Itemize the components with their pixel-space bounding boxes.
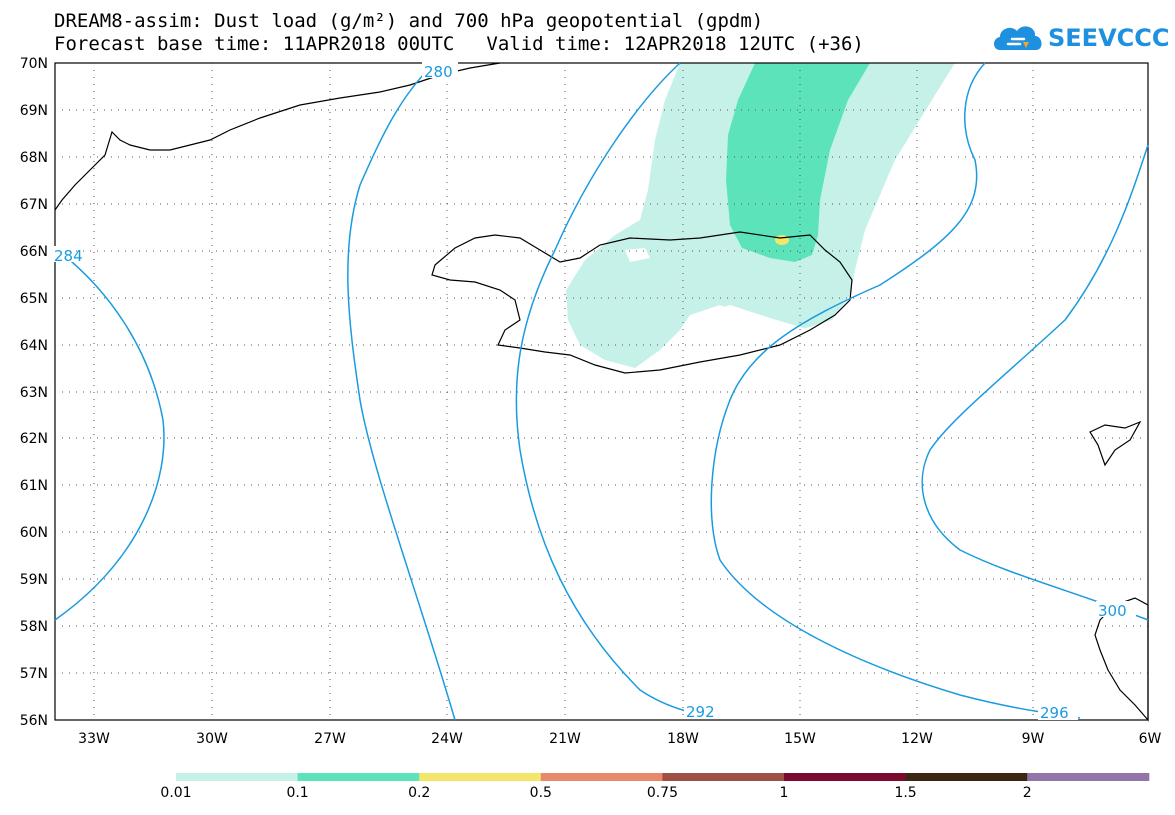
lon-label: 18W — [667, 731, 699, 747]
colorbar-label: 1.5 — [894, 785, 916, 801]
contour-288 — [347, 62, 456, 721]
lat-label: 70N — [20, 56, 48, 72]
base-time: Forecast base time: 11APR2018 00UTC — [54, 33, 455, 55]
geopotential-contours — [54, 62, 1149, 721]
contour-label-bg — [1038, 704, 1078, 720]
dust-gap — [680, 305, 810, 362]
contour-296 — [710, 62, 1081, 719]
colorbar-label: 0.2 — [408, 785, 430, 801]
colorbar-swatch — [1027, 773, 1150, 781]
map-title: DREAM8-assim: Dust load (g/m²) and 700 h… — [54, 10, 764, 32]
iceland-coast — [431, 231, 853, 374]
lon-label: 12W — [901, 731, 933, 747]
contour-labels: 280 284 292 296 300 — [54, 62, 1136, 722]
contour-292 — [515, 62, 721, 719]
lat-label: 65N — [20, 291, 48, 307]
colorbar-swatch — [419, 773, 542, 781]
contour-label-bg — [684, 703, 724, 719]
lat-label: 69N — [20, 103, 48, 119]
cloud-icon — [994, 26, 1042, 50]
contour-label-284: 284 — [54, 247, 83, 265]
longitude-labels: 33W 30W 27W 24W 21W 18W 15W 12W 9W 6W — [78, 731, 1161, 747]
lat-label: 59N — [20, 572, 48, 588]
contour-284 — [54, 247, 165, 621]
colorbar-label: 0.75 — [647, 785, 678, 801]
valid-time: Valid time: 12APR2018 12UTC (+36) — [486, 33, 864, 55]
lon-label: 6W — [1139, 731, 1162, 747]
lat-label: 63N — [20, 385, 48, 401]
lon-label: 27W — [314, 731, 346, 747]
dust-load-shading — [566, 63, 955, 368]
contour-label-292: 292 — [686, 703, 715, 721]
contour-label-296: 296 — [1040, 704, 1069, 722]
lat-label: 60N — [20, 525, 48, 541]
lon-label: 30W — [196, 731, 228, 747]
lat-label: 58N — [20, 619, 48, 635]
lat-label: 68N — [20, 150, 48, 166]
contour-label-300: 300 — [1098, 602, 1127, 620]
colorbar: 0.01 0.1 0.2 0.5 0.75 1 1.5 2 — [160, 773, 1150, 801]
lon-label: 21W — [549, 731, 581, 747]
lon-label: 9W — [1022, 731, 1045, 747]
lat-label: 66N — [20, 244, 48, 260]
colorbar-swatch — [540, 773, 663, 781]
lon-label: 15W — [784, 731, 816, 747]
logo-text: SEEVCCC — [1048, 24, 1170, 52]
contour-label-bg — [422, 62, 458, 78]
colorbar-label: 0.1 — [286, 785, 308, 801]
contour-label-280: 280 — [424, 63, 453, 81]
lat-label: 56N — [20, 713, 48, 729]
lon-label: 33W — [78, 731, 110, 747]
lat-label: 67N — [20, 197, 48, 213]
contour-label-bg — [1096, 601, 1136, 617]
colorbar-swatch — [662, 773, 785, 781]
colorbar-label: 0.01 — [160, 785, 191, 801]
gridlines — [55, 63, 1148, 720]
colorbar-swatch — [176, 773, 299, 781]
coastlines — [54, 62, 1149, 722]
colorbar-swatch — [784, 773, 907, 781]
contour-300 — [921, 144, 1149, 621]
lat-label: 61N — [20, 478, 48, 494]
lat-label: 64N — [20, 338, 48, 354]
colorbar-label: 1 — [780, 785, 789, 801]
greenland-coast — [54, 62, 501, 211]
scotland-coast — [1094, 597, 1149, 722]
colorbar-label: 2 — [1023, 785, 1032, 801]
dust-area-high — [775, 235, 789, 245]
lat-label: 57N — [20, 666, 48, 682]
colorbar-swatch — [297, 773, 420, 781]
dust-area-mid — [726, 63, 870, 262]
faroe-coast — [1089, 420, 1142, 467]
map-subtitle: Forecast base time: 11APR2018 00UTC Valid… — [54, 34, 864, 54]
lat-label: 62N — [20, 431, 48, 447]
contour-label-bg — [54, 246, 76, 262]
seevccc-logo: SEEVCCC — [990, 18, 1170, 58]
colorbar-swatch — [905, 773, 1028, 781]
lon-label: 24W — [431, 731, 463, 747]
colorbar-label: 0.5 — [530, 785, 552, 801]
latitude-labels: 70N 69N 68N 67N 66N 65N 64N 63N 62N 61N … — [20, 56, 48, 729]
